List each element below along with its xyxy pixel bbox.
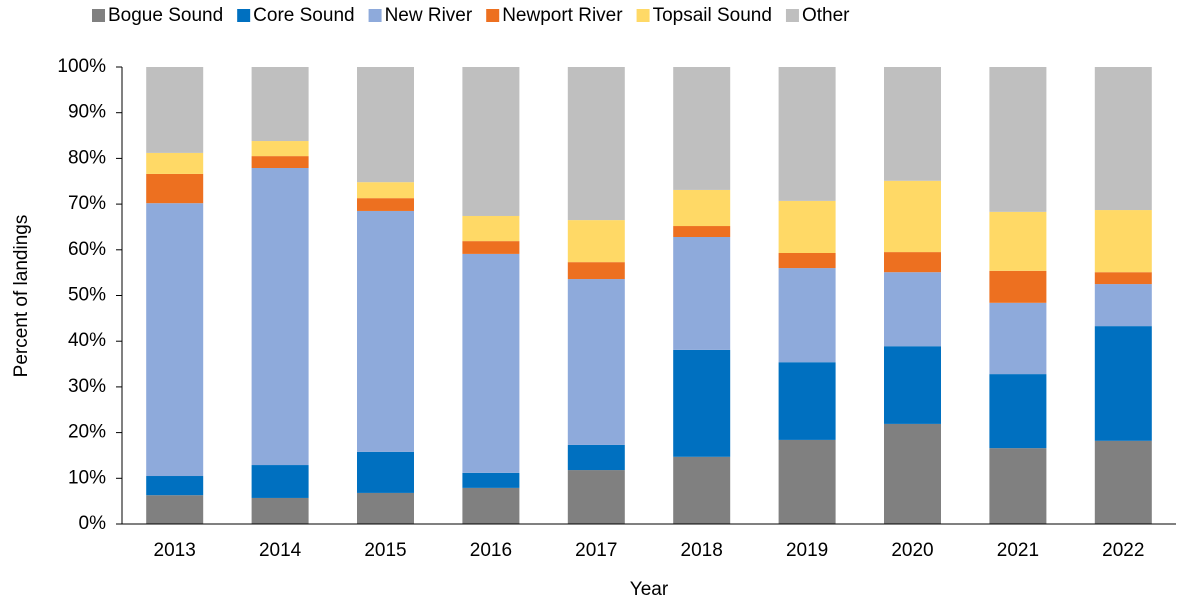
bar-segment — [778, 362, 836, 440]
x-tick-label: 2018 — [681, 540, 723, 561]
bar-segment — [778, 439, 836, 524]
bar-segment — [778, 67, 836, 201]
x-tick-label: 2013 — [154, 540, 196, 561]
bar-segment — [1094, 272, 1152, 285]
bar-segment — [357, 182, 414, 199]
bar-segment — [567, 220, 625, 263]
legend-label: Newport River — [502, 5, 623, 26]
bar-segment — [778, 200, 836, 253]
x-tick-label: 2014 — [259, 540, 302, 561]
bar-segment — [567, 470, 625, 524]
bar-segment — [251, 465, 309, 498]
legend-label: Other — [802, 5, 850, 26]
bar-segment — [884, 272, 941, 347]
bar-segment — [989, 374, 1047, 449]
y-tick-label: 40% — [68, 330, 106, 351]
bar-segment — [146, 152, 204, 174]
bar-segment — [673, 67, 731, 190]
bar-segment — [778, 268, 836, 363]
bar-segment — [462, 215, 520, 242]
x-tick-label: 2015 — [364, 540, 406, 561]
bar-segment — [251, 156, 309, 168]
bar-segment — [989, 67, 1047, 212]
bar-segment — [357, 451, 414, 493]
bar-segment — [989, 302, 1047, 375]
legend-label: New River — [385, 5, 473, 26]
bar-segment — [884, 346, 941, 424]
bar-segment — [989, 270, 1047, 303]
bar-segment — [251, 67, 309, 142]
bar-segment — [357, 198, 414, 211]
bar-segment — [884, 180, 941, 253]
bar-segment — [251, 167, 309, 466]
y-tick-label: 100% — [57, 56, 106, 77]
bar-segment — [1094, 284, 1152, 327]
bar-segment — [1094, 210, 1152, 273]
y-tick-label: 60% — [68, 239, 106, 260]
x-tick-label: 2019 — [786, 540, 828, 561]
y-tick-label: 10% — [68, 467, 106, 488]
legend-swatch — [636, 9, 650, 22]
bar-segment — [146, 173, 204, 204]
bar-segment — [673, 349, 731, 457]
x-tick-label: 2021 — [997, 540, 1039, 561]
bar-segment — [357, 492, 414, 524]
legend-swatch — [368, 9, 382, 22]
bar-segment — [673, 237, 731, 350]
legend-swatch — [486, 9, 500, 22]
x-tick-label: 2022 — [1102, 540, 1144, 561]
legend-label: Bogue Sound — [108, 5, 223, 26]
y-tick-label: 80% — [68, 147, 106, 168]
y-tick-label: 20% — [68, 422, 106, 443]
bar-segment — [462, 472, 520, 488]
legend-swatch — [237, 9, 251, 22]
legend-swatch — [785, 9, 799, 22]
bar-segment — [989, 211, 1047, 271]
y-tick-label: 90% — [68, 102, 106, 123]
x-tick-label: 2017 — [575, 540, 617, 561]
bar-segment — [673, 226, 731, 238]
y-tick-label: 30% — [68, 376, 106, 397]
bar-segment — [146, 67, 204, 153]
bar-segment — [146, 203, 204, 477]
legend-label: Topsail Sound — [653, 5, 772, 26]
bar-segment — [567, 67, 625, 221]
bar-segment — [567, 279, 625, 445]
bar-segment — [357, 210, 414, 452]
bar-segment — [778, 252, 836, 269]
bar-segment — [989, 448, 1047, 524]
bar-segment — [251, 497, 309, 524]
bar-segment — [567, 262, 625, 280]
bar-segment — [1094, 67, 1152, 211]
y-axis-title: Percent of landings — [11, 215, 32, 378]
y-tick-label: 70% — [68, 193, 106, 214]
bar-segment — [462, 253, 520, 473]
bar-segment — [462, 241, 520, 254]
bar-segment — [251, 141, 309, 157]
legend-swatch — [92, 9, 105, 22]
bar-segment — [462, 67, 520, 216]
bar-segment — [357, 67, 414, 183]
bar-segment — [462, 487, 520, 524]
y-tick-label: 50% — [68, 285, 106, 306]
bar-segment — [884, 67, 941, 181]
legend-label: Core Sound — [253, 5, 354, 26]
bar-segment — [1094, 326, 1152, 441]
bar-segment — [567, 444, 625, 471]
x-tick-label: 2016 — [470, 540, 512, 561]
y-tick-label: 0% — [79, 513, 107, 534]
bar-segment — [146, 476, 204, 496]
bar-segment — [146, 495, 204, 524]
bar-segment — [673, 189, 731, 227]
bar-segment — [884, 423, 941, 524]
x-axis-title: Year — [630, 579, 669, 600]
x-tick-label: 2020 — [891, 540, 933, 561]
bar-segment — [1094, 440, 1152, 524]
bar-segment — [673, 456, 731, 524]
bar-segment — [884, 252, 941, 273]
